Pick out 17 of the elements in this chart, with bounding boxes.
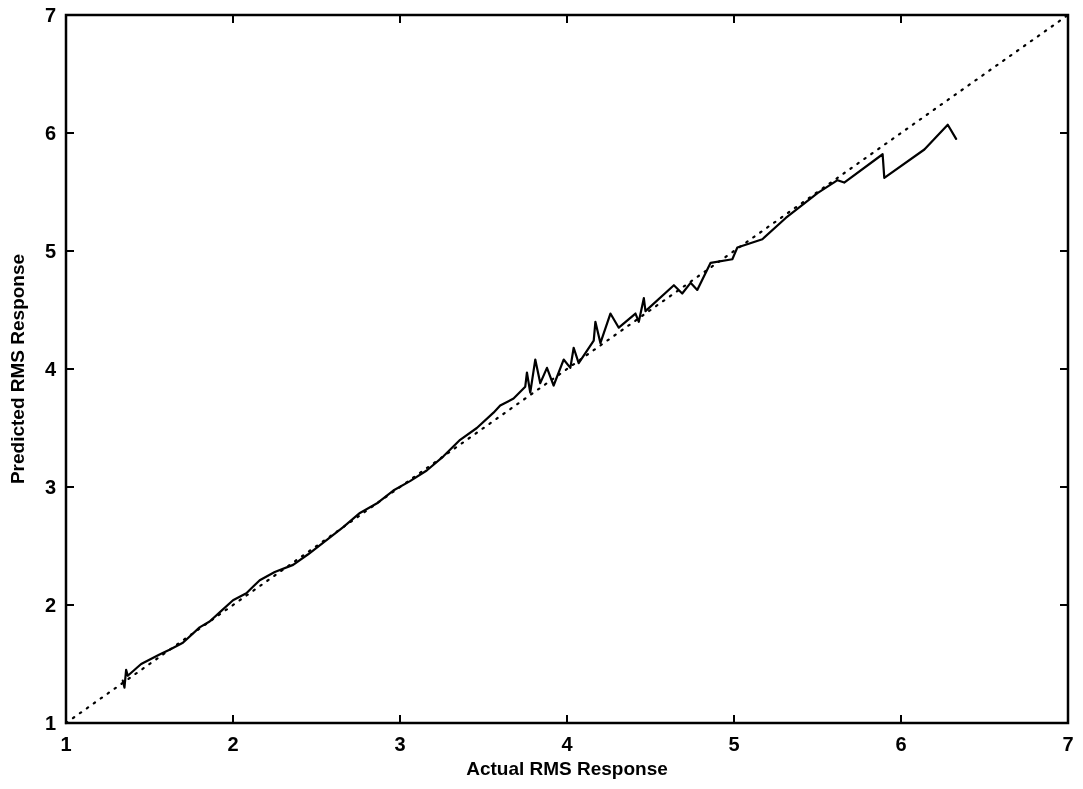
x-tick-label: 4 [561, 733, 574, 755]
y-tick-label: 5 [44, 240, 56, 262]
x-tick-label: 2 [227, 733, 239, 755]
x-tick-label: 3 [394, 733, 406, 755]
x-tick-label: 6 [895, 733, 907, 755]
y-tick-label: 3 [44, 476, 56, 498]
y-tick-label: 2 [44, 594, 56, 616]
x-tick-label: 7 [1062, 733, 1074, 755]
x-tick-label: 5 [728, 733, 740, 755]
x-axis-title: Actual RMS Response [466, 758, 668, 779]
y-axis-title: Predicted RMS Response [7, 253, 28, 485]
line-series [121, 123, 958, 689]
y-tick-label: 6 [44, 122, 56, 144]
x-tick-label: 1 [60, 733, 72, 755]
y-tick-label: 4 [44, 358, 57, 380]
y-tick-label: 7 [44, 4, 56, 26]
y-tick-label: 1 [44, 712, 56, 734]
